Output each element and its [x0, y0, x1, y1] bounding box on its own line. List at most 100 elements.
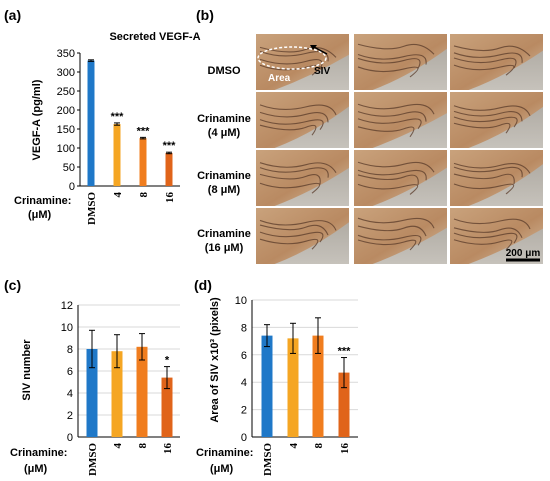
- y-tick-label-d-3: 6: [241, 350, 247, 362]
- vessel-line: [357, 66, 419, 78]
- bar-c-DMSO: [86, 349, 98, 437]
- panel-d: (d) Area of SIV x10³ (pixels) 0 2 4 6 8 10 DMS…: [194, 277, 358, 476]
- vessel-line: [357, 217, 435, 229]
- vessel-line: [259, 238, 319, 250]
- vessel-line: [453, 183, 515, 195]
- micrograph-r0-c1: [354, 34, 447, 90]
- y-tick-label-d-1: 2: [241, 405, 247, 417]
- vessel-line: [357, 54, 427, 65]
- row-label-2: Crinamine (8 μM): [197, 170, 251, 196]
- vessel-line: [357, 118, 422, 130]
- significance-a-2: ***: [137, 125, 151, 137]
- micrograph-r0-c2: [450, 34, 543, 90]
- panel-a-ylabel: VEGF-A (pg/ml): [31, 79, 43, 160]
- micrograph-r1-c1: [354, 92, 447, 148]
- vessel-line: [453, 232, 518, 244]
- y-tick-label-c-1: 2: [67, 410, 73, 422]
- vessel-line: [453, 52, 523, 63]
- row-label-0: DMSO: [208, 65, 241, 77]
- panel-b-image-grid: [256, 34, 543, 264]
- category-label-c-0: DMSO: [87, 443, 99, 476]
- y-tick-label-c-2: 4: [67, 388, 73, 400]
- vessel-line: [357, 183, 419, 195]
- vessel-line: [357, 57, 421, 69]
- annotation-area: Area: [268, 73, 291, 84]
- micrograph-r1-c0: [256, 92, 349, 148]
- micrograph-r3-c2: [450, 208, 543, 264]
- y-tick-label-d-0: 0: [241, 432, 247, 444]
- y-tick-label-a-0: 0: [69, 181, 75, 193]
- vessel-line: [259, 119, 324, 130]
- vessel-line: [357, 43, 435, 55]
- panel-b-label: (b): [196, 7, 214, 23]
- vessel-line: [259, 224, 329, 236]
- chart-d: 0 2 4 6 8 10 DMSO 4 8 *** 16: [235, 295, 358, 476]
- micrograph-r2-c0: [256, 150, 349, 206]
- category-label-d-1: 4: [288, 443, 300, 449]
- vessel-line: [453, 162, 531, 174]
- vessel-line: [259, 182, 321, 194]
- vessel-line: [357, 239, 417, 251]
- vessel-line: [453, 218, 531, 230]
- y-tick-label-c-5: 10: [61, 322, 73, 334]
- vessel-line: [259, 50, 329, 62]
- panel-c-row-label-2: (μM): [24, 463, 48, 475]
- category-label-c-3: 16: [162, 443, 174, 455]
- panel-a-row-label-2: (μM): [28, 209, 52, 221]
- panel-c-row-label-1: Crinamine:: [10, 447, 67, 459]
- category-label-d-0: DMSO: [262, 443, 274, 476]
- y-tick-label-a-6: 300: [57, 67, 75, 79]
- micrograph-r2-c1: [354, 150, 447, 206]
- bar-a-DMSO: [87, 60, 95, 186]
- vessel-line: [357, 111, 427, 122]
- chart-a: 0 50 100 150 200 250 300 350 DMSO *** 4 *** 8 *** 16: [57, 48, 180, 225]
- vessel-line: [357, 169, 427, 181]
- panel-a-label: (a): [4, 7, 21, 23]
- significance-d-3: ***: [338, 346, 352, 358]
- bar-c-4: [111, 351, 123, 437]
- category-label-a-2: 8: [138, 192, 150, 198]
- chart-c: 0 2 4 6 8 10 12 DMSO 4 8 * 16: [61, 300, 180, 476]
- vessel-line: [453, 122, 511, 134]
- vessel-line: [259, 162, 337, 173]
- bar-d-8: [312, 335, 324, 437]
- yolk-tissue: [354, 92, 447, 148]
- panel-d-ylabel: Area of SIV x10³ (pixels): [209, 297, 221, 423]
- area-outline: [257, 46, 327, 70]
- y-tick-label-c-6: 12: [61, 300, 73, 312]
- yolk-tissue: [450, 150, 543, 206]
- vessel-line: [259, 124, 317, 136]
- vessel-line: [453, 166, 523, 178]
- y-tick-label-d-2: 4: [241, 377, 247, 389]
- category-label-d-3: 16: [339, 443, 351, 455]
- category-label-a-0: DMSO: [86, 192, 98, 225]
- category-label-d-2: 8: [313, 443, 325, 449]
- vessel-line: [453, 110, 523, 122]
- bar-a-16: [165, 152, 173, 186]
- y-tick-label-a-3: 150: [57, 124, 75, 136]
- vessel-line: [453, 57, 517, 69]
- bar-c-8: [136, 346, 148, 437]
- vessel-line: [357, 126, 415, 138]
- y-tick-label-a-5: 250: [57, 86, 75, 98]
- vessel-line: [259, 173, 321, 185]
- panel-a: (a) Secreted VEGF-A VEGF-A (pg/ml) 0 50 10…: [4, 7, 201, 225]
- vessel-line: [453, 227, 523, 239]
- vessel-line: [453, 116, 518, 128]
- row-label-3: Crinamine (16 μM): [197, 228, 251, 254]
- micrograph-r1-c2: [450, 92, 543, 148]
- vessel-line: [259, 231, 324, 243]
- category-label-c-2: 8: [137, 443, 149, 449]
- panel-c-label: (c): [4, 277, 21, 293]
- micrograph-r3-c1: [354, 208, 447, 264]
- y-tick-label-c-4: 8: [67, 344, 73, 356]
- annotation-siv: SIV: [314, 66, 330, 77]
- vessel-line: [453, 45, 531, 57]
- y-tick-label-c-3: 6: [67, 366, 73, 378]
- panel-c-ylabel: SIV number: [21, 339, 33, 401]
- panel-d-label: (d): [194, 277, 212, 293]
- category-label-c-1: 4: [112, 443, 124, 449]
- row-label-1: Crinamine (4 μM): [197, 113, 251, 139]
- panel-d-row-label-2: (μM): [210, 463, 234, 475]
